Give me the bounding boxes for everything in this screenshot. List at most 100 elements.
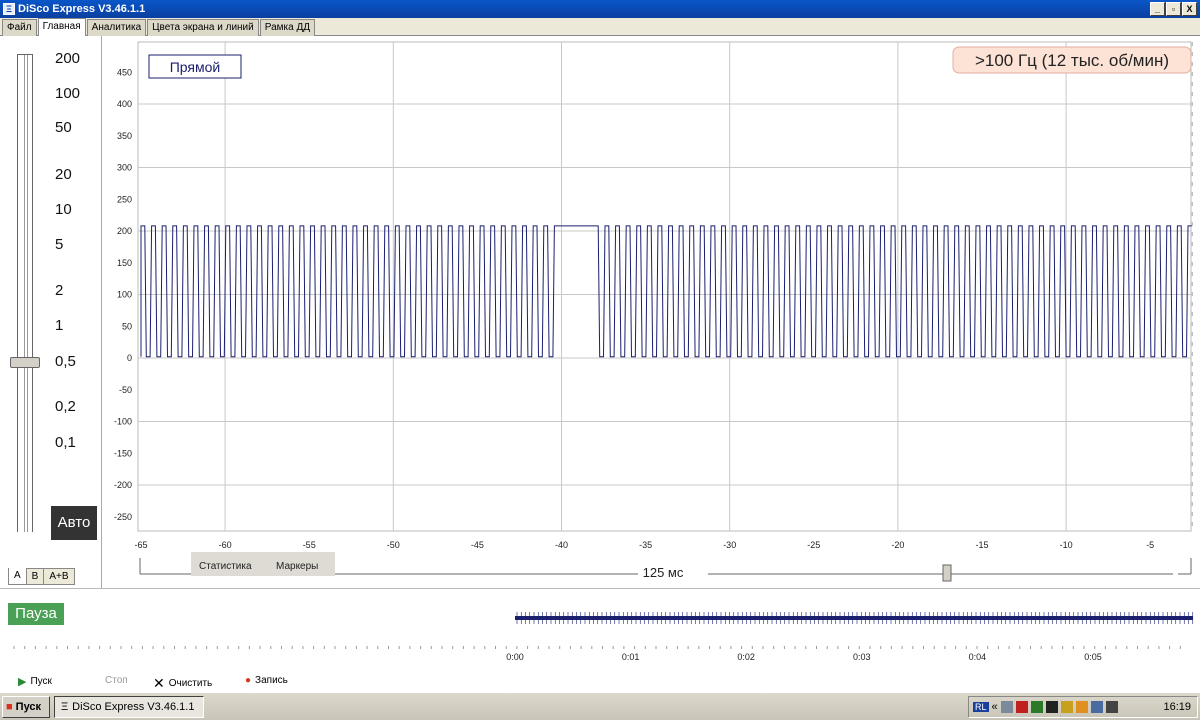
- overview-time-label: 0:04: [969, 652, 987, 662]
- y-tick-label: -150: [114, 448, 132, 458]
- close-icon: ✕: [153, 675, 165, 691]
- overview-panel: 0:00 0:01 0:02 0:03 0:04 0:05: [0, 588, 1200, 692]
- auto-scale-button[interactable]: Авто: [51, 506, 97, 540]
- y-tick-label: -250: [114, 512, 132, 522]
- tray-app-icon[interactable]: [1105, 701, 1118, 713]
- y-tick-label: 350: [117, 131, 132, 141]
- network-icon[interactable]: [1000, 701, 1013, 713]
- scale-slider-thumb[interactable]: [10, 357, 40, 368]
- stop-label: Стоп: [105, 675, 128, 686]
- scale-slider-track[interactable]: [17, 54, 33, 532]
- record-button[interactable]: ● Запись: [245, 675, 288, 686]
- clear-button[interactable]: ✕ Очистить: [153, 675, 212, 692]
- y-tick-label: 200: [117, 226, 132, 236]
- taskbar-start-button[interactable]: ■ Пуск: [2, 696, 50, 718]
- timebase-slider-thumb[interactable]: [942, 564, 952, 582]
- x-axis-ticks: -65-60-55-50-45-40-35-30-25-20-15-10-505…: [134, 540, 1154, 550]
- scale-label[interactable]: 20: [55, 166, 72, 183]
- overview-time-label: 0:02: [737, 652, 755, 662]
- plot-svg[interactable]: 450 400 350 300 250 200 150 100 50 0 -50 -100 -150 -2…: [103, 36, 1200, 588]
- tab-colors[interactable]: Цвета экрана и линий: [147, 19, 259, 36]
- overview-time-label: 0:03: [853, 652, 871, 662]
- tab-channel-ab[interactable]: A+B: [43, 568, 75, 585]
- taskbar: ■ Пуск Ξ DiSco Express V3.46.1.1 RL « 16…: [0, 692, 1200, 720]
- taskbar-app-button[interactable]: Ξ DiSco Express V3.46.1.1: [54, 696, 204, 718]
- tab-frame[interactable]: Рамка ДД: [259, 19, 315, 36]
- mode-button-frame[interactable]: [148, 54, 242, 79]
- mode-label[interactable]: Прямой: [170, 59, 221, 75]
- clear-label: Очистить: [168, 678, 213, 689]
- tab-statistics[interactable]: Статистика: [199, 561, 252, 572]
- x-tick-label: -30: [723, 540, 736, 550]
- scale-label[interactable]: 0,2: [55, 398, 76, 415]
- taskbar-app-label: DiSco Express V3.46.1.1: [72, 701, 195, 713]
- overview-svg[interactable]: 0:00 0:01 0:02 0:03 0:04 0:05: [0, 589, 1200, 693]
- overview-waveform: [515, 612, 1194, 624]
- y-tick-label: -200: [114, 480, 132, 490]
- y-tick-label: 250: [117, 194, 132, 204]
- x-tick-label: -55: [303, 540, 316, 550]
- scale-label[interactable]: 0,1: [55, 434, 76, 451]
- y-tick-label: 400: [117, 99, 132, 109]
- x-tick-label: -65: [134, 540, 147, 550]
- x-tick-label: -5: [1146, 540, 1154, 550]
- security-icon[interactable]: [1030, 701, 1043, 713]
- overview-time-ticks: 0:00 0:01 0:02 0:03 0:04 0:05: [506, 652, 1102, 662]
- scale-label[interactable]: 2: [55, 282, 64, 299]
- scale-label[interactable]: 10: [55, 201, 72, 218]
- frequency-label: >100 Гц (12 тыс. об/мин): [975, 51, 1169, 70]
- language-indicator[interactable]: RL: [973, 702, 989, 712]
- overview-time-label: 0:01: [622, 652, 640, 662]
- tab-channel-a[interactable]: A: [8, 568, 27, 585]
- scale-label[interactable]: 50: [55, 119, 72, 136]
- window-controls: _ ▫ X: [1150, 2, 1197, 16]
- x-tick-label: -20: [891, 540, 904, 550]
- start-label: Пуск: [30, 676, 52, 687]
- system-tray: RL « 16:19: [968, 696, 1198, 718]
- tab-main[interactable]: Главная: [37, 18, 86, 36]
- tab-file[interactable]: Файл: [2, 19, 37, 36]
- scale-label[interactable]: 1: [55, 317, 64, 334]
- frequency-badge: [952, 46, 1192, 74]
- speaker-icon[interactable]: [1060, 701, 1073, 713]
- shield-icon[interactable]: [1075, 701, 1088, 713]
- record-label: Запись: [255, 675, 288, 686]
- scale-label[interactable]: 200: [55, 50, 81, 67]
- x-tick-label: -40: [555, 540, 568, 550]
- tray-expand-icon[interactable]: «: [991, 701, 998, 713]
- oscilloscope-plot[interactable]: 450 400 350 300 250 200 150 100 50 0 -50 -100 -150 -2…: [103, 36, 1200, 588]
- tab-channel-b[interactable]: B: [25, 568, 45, 585]
- display-icon[interactable]: [1045, 701, 1058, 713]
- window-title: DiSco Express V3.46.1.1: [18, 3, 146, 15]
- pause-status-button[interactable]: Пауза: [8, 603, 64, 625]
- play-icon: ▶: [18, 676, 27, 688]
- minimize-button[interactable]: _: [1150, 2, 1165, 16]
- scale-label-selected[interactable]: 0,5: [55, 353, 76, 370]
- scale-panel: 200 100 50 20 10 5 2 1 0,5 0,2 0,1 Авто …: [0, 36, 102, 588]
- overview-ruler: [13, 646, 1181, 649]
- tab-markers[interactable]: Маркеры: [276, 561, 318, 572]
- y-tick-label: 50: [122, 321, 132, 331]
- clock: 16:19: [1163, 701, 1191, 713]
- app-icon: Ξ: [3, 3, 15, 15]
- scale-label[interactable]: 100: [55, 85, 81, 102]
- x-tick-label: -60: [219, 540, 232, 550]
- overview-signal: [515, 616, 1193, 620]
- y-tick-label: 100: [117, 290, 132, 300]
- x-tick-label: -45: [471, 540, 484, 550]
- close-button[interactable]: X: [1182, 2, 1197, 16]
- x-tick-label: -15: [975, 540, 988, 550]
- overview-time-label: 0:00: [506, 652, 524, 662]
- x-tick-label: -35: [639, 540, 652, 550]
- start-button[interactable]: ▶ Пуск: [18, 675, 52, 688]
- y-tick-label: 300: [117, 163, 132, 173]
- tab-analytics[interactable]: Аналитика: [86, 19, 147, 36]
- y-axis-ticks: 450 400 350 300 250 200 150 100 50 0 -50 -100 -150 -2…: [114, 67, 132, 522]
- footer-tabs-bg: [191, 552, 335, 576]
- stop-button[interactable]: Стоп: [105, 675, 128, 686]
- x-tick-label: -50: [387, 540, 400, 550]
- maximize-button[interactable]: ▫: [1166, 2, 1181, 16]
- antivirus-icon[interactable]: [1015, 701, 1028, 713]
- scale-label[interactable]: 5: [55, 236, 64, 253]
- monitor-icon[interactable]: [1090, 701, 1103, 713]
